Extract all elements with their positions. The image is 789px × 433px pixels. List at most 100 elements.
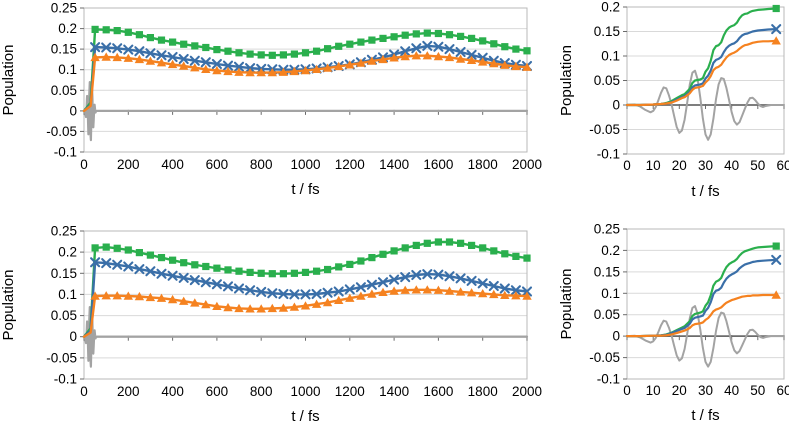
chart-top-left: 0 200 400 600 800 1000 1200 1400 1600 1800 2000 0.2… [0,0,545,216]
svg-text:-0.1: -0.1 [54,372,77,387]
svg-text:40: 40 [724,383,739,398]
x-tick-labels: 0 10 20 30 40 50 60 [623,383,789,398]
svg-text:-0.1: -0.1 [597,147,620,162]
svg-text:0.05: 0.05 [51,83,77,98]
svg-text:60: 60 [776,158,789,173]
series-state-orange [625,293,778,338]
x-axis-label: t / fs [691,407,719,424]
x-axis-label: t / fs [691,183,719,200]
svg-text:1400: 1400 [379,384,409,399]
svg-text:400: 400 [161,157,184,172]
series-state-green [625,7,778,107]
markers-state-orange [771,290,781,299]
svg-text:10: 10 [646,158,661,173]
svg-text:-0.05: -0.05 [46,350,77,365]
svg-text:200: 200 [117,384,140,399]
svg-text:0.25: 0.25 [594,222,620,237]
markers-state-orange [771,36,781,45]
svg-text:600: 600 [206,384,229,399]
markers-state-green [91,25,531,59]
svg-text:60: 60 [776,383,789,398]
svg-text:400: 400 [161,384,184,399]
svg-text:1600: 1600 [423,384,453,399]
svg-text:0: 0 [80,384,88,399]
svg-text:0: 0 [69,103,77,118]
series-pulse-envelope [82,80,529,142]
svg-text:0: 0 [612,98,620,113]
series-state-blue [625,28,778,107]
svg-text:20: 20 [672,383,687,398]
x-axis-label: t / fs [291,181,319,198]
chart-bottom-right: 0 10 20 30 40 50 60 0.25 0.2 0.15 0.1 0.05 0 -0.05 -0.… [545,216,789,433]
svg-text:800: 800 [250,157,273,172]
svg-text:0.15: 0.15 [51,266,77,281]
svg-text:0.15: 0.15 [594,24,620,39]
svg-text:1200: 1200 [335,157,365,172]
svg-text:-0.1: -0.1 [54,145,77,160]
plot-border [83,7,528,153]
svg-text:1000: 1000 [290,384,320,399]
markers-state-green [91,238,531,278]
markers-state-orange [90,51,532,77]
svg-text:0: 0 [80,157,88,172]
svg-text:0.05: 0.05 [594,307,620,322]
markers-state-blue [771,254,782,265]
y-tick-labels: 0.2 0.15 0.1 0.05 0 -0.05 -0.1 [589,0,620,162]
markers-state-blue [90,257,533,300]
svg-text:0.1: 0.1 [58,62,77,77]
svg-text:0.2: 0.2 [58,21,77,36]
y-tick-marks [623,6,627,155]
y-tick-marks [80,7,84,153]
y-axis-label: Population [558,45,575,116]
svg-text:1400: 1400 [379,157,409,172]
chart-top-right-svg: 0 10 20 30 40 50 60 0.2 0.15 0.1 0.05 0 -0.05 -0.1 t /… [558,0,789,200]
svg-text:0.1: 0.1 [58,287,77,302]
svg-text:0.15: 0.15 [594,264,620,279]
svg-text:40: 40 [724,158,739,173]
series-pulse-envelope [82,305,529,368]
svg-text:600: 600 [206,157,229,172]
svg-text:0.1: 0.1 [601,49,620,64]
svg-text:0.25: 0.25 [51,224,77,239]
svg-text:2000: 2000 [512,384,542,399]
svg-text:0: 0 [69,329,77,344]
svg-text:20: 20 [672,158,687,173]
series-state-orange [625,39,778,107]
svg-text:50: 50 [750,383,765,398]
y-tick-labels: 0.25 0.2 0.15 0.1 0.05 0 -0.05 -0.1 [589,222,620,387]
svg-text:1000: 1000 [290,157,320,172]
svg-text:10: 10 [646,383,661,398]
y-tick-labels: 0.25 0.2 0.15 0.1 0.05 0 -0.05 -0.1 [46,1,77,160]
svg-text:-0.05: -0.05 [46,124,77,139]
markers-state-green [772,4,780,13]
y-tick-marks [80,230,84,380]
x-tick-labels: 0 200 400 600 800 1000 1200 1400 1600 1800 2000 [80,384,542,399]
y-axis-label: Population [0,270,17,341]
x-tick-labels: 0 10 20 30 40 50 60 [623,158,789,173]
markers-state-green [772,242,780,250]
series-pulse-envelope [626,69,785,141]
svg-text:800: 800 [250,384,273,399]
svg-text:0: 0 [623,158,631,173]
y-tick-marks [623,228,627,380]
svg-text:0: 0 [623,383,631,398]
svg-text:0.05: 0.05 [51,308,77,323]
y-axis-label: Population [558,269,575,340]
plot-border [83,230,528,380]
y-tick-labels: 0.25 0.2 0.15 0.1 0.05 0 -0.05 -0.1 [46,224,77,387]
svg-text:0.25: 0.25 [51,1,77,16]
svg-text:1800: 1800 [468,384,498,399]
chart-bottom-left-svg: 0 200 400 600 800 1000 1200 1400 1600 1800 2000 0.2… [0,224,542,426]
svg-text:50: 50 [750,158,765,173]
chart-top-left-svg: 0 200 400 600 800 1000 1200 1400 1600 1800 2000 0.2… [0,1,542,199]
svg-text:0.2: 0.2 [601,243,620,258]
series-state-blue [625,258,778,338]
svg-text:0.15: 0.15 [51,42,77,57]
svg-text:0: 0 [612,329,620,344]
svg-text:-0.05: -0.05 [589,350,620,365]
svg-text:1600: 1600 [423,157,453,172]
gridlines [84,7,527,153]
svg-text:1800: 1800 [468,157,498,172]
chart-top-right: 0 10 20 30 40 50 60 0.2 0.15 0.1 0.05 0 -0.05 -0.1 t /… [545,0,789,216]
